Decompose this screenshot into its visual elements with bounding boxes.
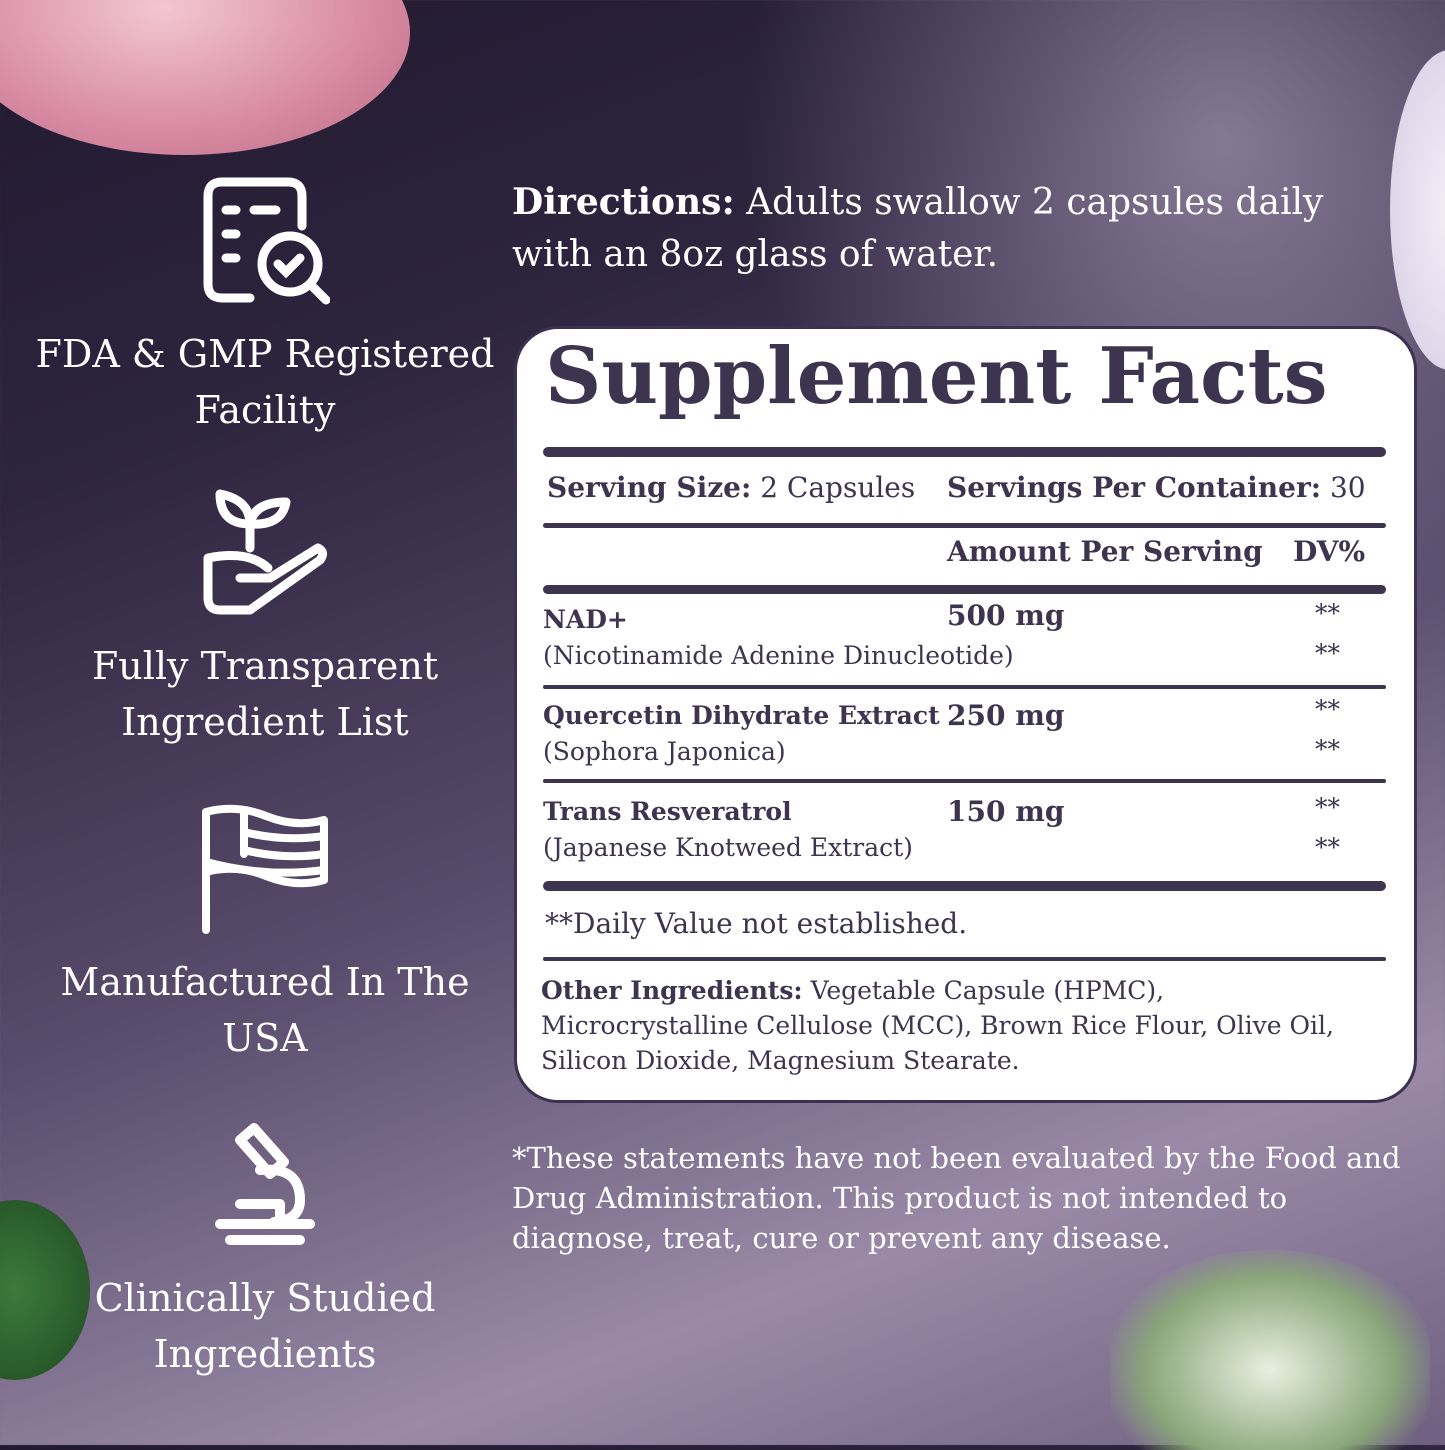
divider <box>543 447 1386 457</box>
feature-label: USA <box>222 1016 308 1060</box>
servings-label: Servings Per Container: <box>947 471 1322 504</box>
ingredient-dv: ** <box>1315 735 1340 764</box>
ingredient-name: Trans Resveratrol <box>543 797 792 826</box>
supplement-facts-panel: Supplement Facts Serving Size: 2 Capsule… <box>514 326 1417 1103</box>
ingredient-amount: 250 mg <box>947 699 1065 732</box>
servings-value: 30 <box>1321 471 1366 504</box>
serving-size-value: 2 Capsules <box>751 471 916 504</box>
amount-header: Amount Per Serving <box>947 535 1263 568</box>
feature-label: FDA & GMP Registered <box>35 332 495 376</box>
servings-per-container: Servings Per Container: 30 <box>947 471 1366 504</box>
ingredient-amount: 150 mg <box>947 795 1065 828</box>
feature-label: Fully Transparent <box>91 644 439 688</box>
feature-transparent: Fully Transparent Ingredient List <box>30 488 500 750</box>
feature-label: Ingredient List <box>121 700 409 744</box>
ingredient-dv: ** <box>1315 695 1340 724</box>
ingredient-source: (Japanese Knotweed Extract) <box>543 833 913 862</box>
microscope-icon <box>215 1123 315 1245</box>
ingredient-name: Quercetin Dihydrate Extract <box>543 701 940 730</box>
divider <box>543 685 1386 689</box>
divider <box>543 779 1386 783</box>
checklist-search-icon <box>203 177 330 305</box>
ingredient-source: (Nicotinamide Adenine Dinucleotide) <box>543 641 1014 670</box>
usa-flag-icon <box>202 804 328 934</box>
feature-usa: Manufactured In The USA <box>30 804 500 1066</box>
serving-size: Serving Size: 2 Capsules <box>547 471 915 504</box>
feature-label: Ingredients <box>153 1332 377 1376</box>
feature-label: Facility <box>194 388 336 432</box>
directions: Directions: Adults swallow 2 capsules da… <box>512 176 1412 281</box>
ingredient-source: (Sophora Japonica) <box>543 737 786 766</box>
other-ingredients-label: Other Ingredients: <box>541 976 803 1005</box>
ingredient-dv: ** <box>1315 793 1340 822</box>
dv-header: DV% <box>1293 535 1366 568</box>
other-ingredients: Other Ingredients: Vegetable Capsule (HP… <box>541 973 1361 1078</box>
divider <box>543 585 1386 594</box>
directions-label: Directions: <box>512 181 735 223</box>
feature-fda-gmp: FDA & GMP Registered Facility <box>30 176 500 438</box>
dv-footnote: **Daily Value not established. <box>545 907 968 940</box>
pink-flower-image <box>0 0 410 155</box>
feature-label: Manufactured In The <box>60 960 470 1004</box>
ingredient-dv: ** <box>1315 599 1340 628</box>
ingredient-dv: ** <box>1315 833 1340 862</box>
orchid-image <box>1110 1250 1430 1450</box>
panel-title: Supplement Facts <box>545 331 1328 422</box>
divider <box>543 523 1386 528</box>
feature-clinical: Clinically Studied Ingredients <box>30 1120 500 1382</box>
hand-sprout-icon <box>203 489 328 615</box>
other-ingredients-text: Vegetable Capsule (HPMC), Microcrystalli… <box>541 976 1334 1075</box>
ingredient-name: NAD+ <box>543 605 628 634</box>
feature-label: Clinically Studied <box>94 1276 436 1320</box>
fda-disclaimer: *These statements have not been evaluate… <box>512 1141 1401 1255</box>
ingredient-amount: 500 mg <box>947 599 1065 632</box>
directions-text: Adults swallow 2 capsules daily with an … <box>512 182 1324 275</box>
ingredient-dv: ** <box>1315 639 1340 668</box>
divider <box>543 957 1386 961</box>
divider <box>543 881 1386 891</box>
serving-size-label: Serving Size: <box>547 471 752 504</box>
